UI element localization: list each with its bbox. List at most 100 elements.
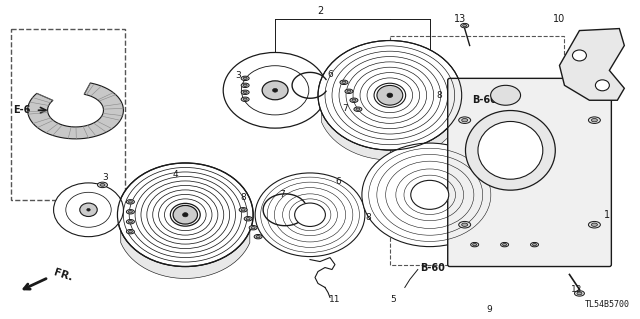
Ellipse shape xyxy=(461,118,468,122)
Ellipse shape xyxy=(377,85,403,105)
Ellipse shape xyxy=(362,143,498,247)
Ellipse shape xyxy=(255,173,365,256)
Text: 6: 6 xyxy=(327,70,333,79)
Text: 10: 10 xyxy=(554,14,566,24)
Text: 3: 3 xyxy=(102,174,108,182)
Ellipse shape xyxy=(80,203,97,217)
Ellipse shape xyxy=(173,205,198,224)
Ellipse shape xyxy=(246,218,250,220)
Ellipse shape xyxy=(243,84,247,86)
Ellipse shape xyxy=(473,243,477,246)
Ellipse shape xyxy=(459,117,470,123)
Ellipse shape xyxy=(129,201,132,203)
Ellipse shape xyxy=(588,221,600,228)
Ellipse shape xyxy=(54,183,124,237)
Text: 7: 7 xyxy=(279,190,285,199)
Text: 3: 3 xyxy=(236,71,241,80)
Ellipse shape xyxy=(502,243,507,246)
Text: B-60: B-60 xyxy=(472,95,497,105)
Ellipse shape xyxy=(352,99,356,101)
Ellipse shape xyxy=(244,217,252,221)
Ellipse shape xyxy=(318,41,461,150)
Ellipse shape xyxy=(577,292,582,295)
Text: 8: 8 xyxy=(240,193,246,202)
Ellipse shape xyxy=(591,223,597,226)
Text: 4: 4 xyxy=(173,170,178,179)
Bar xyxy=(11,29,125,200)
Text: TL54B5700: TL54B5700 xyxy=(584,300,629,309)
Text: 2: 2 xyxy=(317,6,323,16)
Ellipse shape xyxy=(347,90,351,93)
Ellipse shape xyxy=(243,77,247,79)
Ellipse shape xyxy=(500,242,509,247)
Ellipse shape xyxy=(575,291,584,296)
Ellipse shape xyxy=(127,229,134,234)
Ellipse shape xyxy=(97,182,108,188)
Ellipse shape xyxy=(470,242,479,247)
Ellipse shape xyxy=(118,163,253,267)
Ellipse shape xyxy=(127,210,134,214)
Ellipse shape xyxy=(241,76,249,80)
Ellipse shape xyxy=(129,211,132,213)
Ellipse shape xyxy=(461,223,468,226)
Ellipse shape xyxy=(251,226,255,229)
Polygon shape xyxy=(321,112,458,160)
Ellipse shape xyxy=(354,107,362,111)
Ellipse shape xyxy=(262,81,288,100)
Text: 12: 12 xyxy=(571,285,582,294)
Text: 8: 8 xyxy=(365,213,371,222)
Ellipse shape xyxy=(241,90,249,94)
Ellipse shape xyxy=(129,231,132,233)
Ellipse shape xyxy=(345,89,353,93)
Ellipse shape xyxy=(340,80,348,85)
Text: 11: 11 xyxy=(329,295,340,304)
Ellipse shape xyxy=(459,221,470,228)
Bar xyxy=(390,35,564,264)
Polygon shape xyxy=(28,83,124,139)
Ellipse shape xyxy=(100,183,105,186)
Ellipse shape xyxy=(491,85,520,105)
Text: 7: 7 xyxy=(342,104,348,113)
Polygon shape xyxy=(559,29,625,100)
Text: 13: 13 xyxy=(454,14,466,24)
Ellipse shape xyxy=(241,209,245,211)
Ellipse shape xyxy=(223,52,327,128)
Ellipse shape xyxy=(465,110,556,190)
Polygon shape xyxy=(121,231,250,278)
Ellipse shape xyxy=(182,213,188,217)
Ellipse shape xyxy=(411,180,449,209)
Ellipse shape xyxy=(243,98,247,100)
Ellipse shape xyxy=(350,98,358,102)
Ellipse shape xyxy=(249,226,257,230)
Ellipse shape xyxy=(241,97,249,101)
Ellipse shape xyxy=(532,243,536,246)
Ellipse shape xyxy=(356,108,360,110)
Ellipse shape xyxy=(294,203,325,226)
FancyBboxPatch shape xyxy=(448,78,611,267)
Text: 6: 6 xyxy=(335,177,341,186)
Ellipse shape xyxy=(241,83,249,87)
Ellipse shape xyxy=(273,88,278,92)
Ellipse shape xyxy=(243,91,247,93)
Text: 1: 1 xyxy=(604,210,611,220)
Text: E-6: E-6 xyxy=(13,105,31,115)
Ellipse shape xyxy=(588,117,600,123)
Text: 5: 5 xyxy=(390,295,396,304)
Ellipse shape xyxy=(595,80,609,91)
Text: FR.: FR. xyxy=(52,268,74,283)
Ellipse shape xyxy=(463,25,467,27)
Ellipse shape xyxy=(87,208,90,211)
Ellipse shape xyxy=(256,235,260,238)
Text: B-60: B-60 xyxy=(420,263,445,272)
Text: 8: 8 xyxy=(437,91,443,100)
Ellipse shape xyxy=(254,234,262,239)
Ellipse shape xyxy=(478,122,543,179)
Ellipse shape xyxy=(342,81,346,84)
Ellipse shape xyxy=(461,23,468,28)
Ellipse shape xyxy=(531,242,538,247)
Ellipse shape xyxy=(239,208,247,212)
Ellipse shape xyxy=(572,50,586,61)
Text: 9: 9 xyxy=(487,305,493,314)
Ellipse shape xyxy=(129,221,132,223)
Ellipse shape xyxy=(591,118,597,122)
